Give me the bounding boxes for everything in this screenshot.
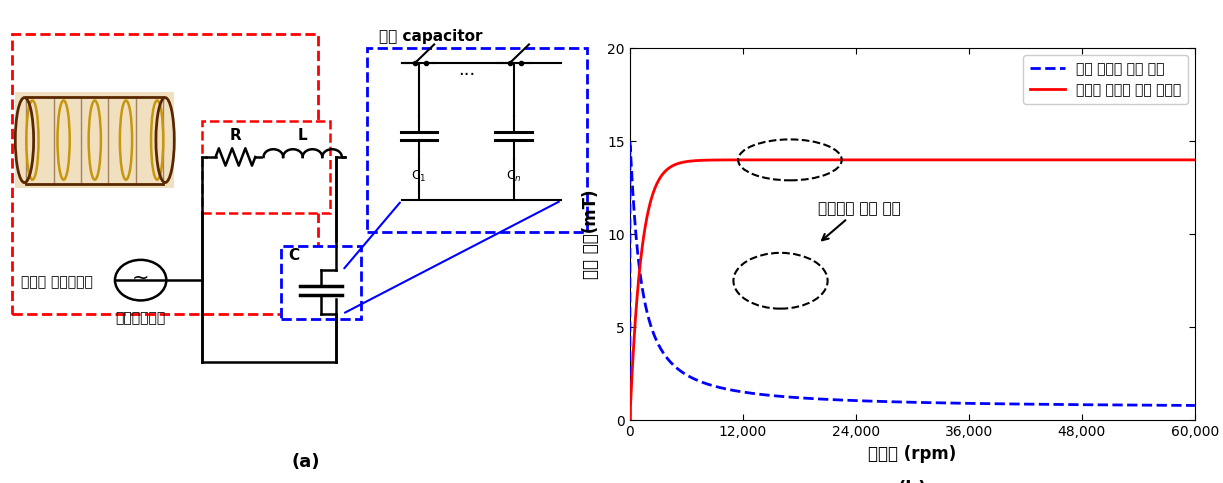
Text: (a): (a) — [291, 453, 320, 471]
Text: C: C — [289, 247, 300, 263]
개발된 자기장 생성 신기술 — [899, 157, 914, 163]
기존 자기장 생성 기술 — [623, 138, 637, 144]
Bar — [12, 34, 318, 314]
Bar — [367, 48, 587, 232]
Bar — [281, 246, 361, 319]
Text: ...: ... — [457, 61, 475, 79]
개발된 자기장 생성 신기술 — [657, 170, 671, 176]
Bar — [202, 121, 330, 213]
X-axis label: 주파수 (rpm): 주파수 (rpm) — [868, 445, 956, 463]
Y-axis label: 자속 밀도(mT): 자속 밀도(mT) — [582, 189, 600, 279]
Text: 가변 capacitor: 가변 capacitor — [379, 28, 483, 44]
개발된 자기장 생성 신기술 — [1188, 157, 1202, 163]
Text: C$_1$: C$_1$ — [411, 169, 427, 184]
개발된 자기장 생성 신기술 — [646, 190, 660, 196]
개발된 자기장 생성 신기술 — [1046, 157, 1060, 163]
Text: L: L — [298, 128, 307, 143]
기존 자기장 생성 기술 — [734, 389, 748, 395]
기존 자기장 생성 기술 — [646, 330, 660, 336]
Text: (b): (b) — [898, 480, 927, 483]
개발된 자기장 생성 신기술 — [625, 365, 640, 370]
Text: R: R — [230, 128, 241, 143]
Line: 개발된 자기장 생성 신기술: 개발된 자기장 생성 신기술 — [630, 160, 1195, 420]
Text: 전자기 구동시스템: 전자기 구동시스템 — [22, 276, 93, 289]
기존 자기장 생성 기술 — [899, 399, 914, 405]
Text: C$_n$: C$_n$ — [506, 169, 521, 184]
기존 자기장 생성 기술 — [623, 417, 637, 423]
Text: ~: ~ — [132, 268, 149, 288]
Legend: 기존 자기장 생성 기술, 개발된 자기장 생성 신기술: 기존 자기장 생성 기술, 개발된 자기장 생성 신기술 — [1022, 55, 1188, 104]
개발된 자기장 생성 신기술 — [734, 157, 748, 163]
기존 자기장 생성 기술 — [1188, 402, 1202, 408]
개발된 자기장 생성 신기술 — [623, 417, 637, 423]
개발된 자기장 생성 신기술 — [1158, 157, 1173, 163]
Bar — [16, 92, 175, 188]
Line: 기존 자기장 생성 기술: 기존 자기장 생성 기술 — [630, 141, 1195, 420]
Text: 인덕턴스 효과 극복: 인덕턴스 효과 극복 — [818, 200, 901, 240]
Text: 전원공급장치: 전원공급장치 — [115, 312, 166, 326]
기존 자기장 생성 기술 — [1158, 402, 1173, 408]
기존 자기장 생성 기술 — [625, 183, 640, 188]
기존 자기장 생성 기술 — [657, 351, 671, 356]
